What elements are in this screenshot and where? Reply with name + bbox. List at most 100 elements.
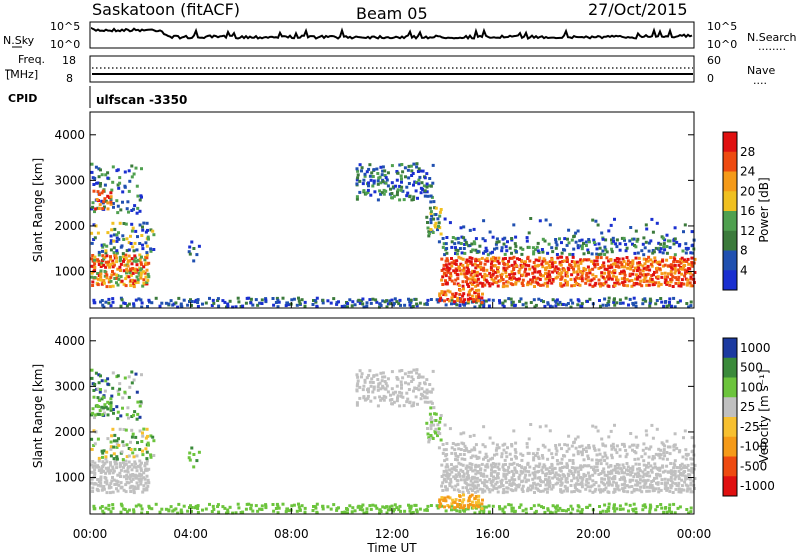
- echo-cell: [593, 265, 597, 269]
- echo-cell: [116, 389, 120, 393]
- echo-cell: [98, 203, 102, 207]
- echo-cell: [122, 301, 126, 305]
- echo-cell: [101, 249, 104, 253]
- echo-cell: [441, 245, 445, 249]
- echo-cell: [548, 304, 552, 308]
- echo-cell: [552, 467, 555, 471]
- echo-cell: [483, 278, 487, 282]
- echo-cell: [565, 270, 569, 274]
- echo-cell: [109, 239, 113, 243]
- echo-cell: [580, 238, 584, 242]
- echo-cell: [128, 179, 132, 183]
- echo-cell: [142, 221, 146, 225]
- echo-cell: [91, 254, 95, 257]
- echo-cell: [395, 170, 399, 173]
- echo-cell: [169, 299, 173, 303]
- echo-cell: [100, 299, 104, 302]
- echo-cell: [642, 472, 646, 476]
- site-title: Saskatoon (fitACF): [92, 0, 240, 19]
- echo-cell: [574, 231, 578, 235]
- echo-cell: [642, 253, 646, 257]
- echo-cell: [119, 208, 123, 212]
- echo-cell: [648, 485, 652, 489]
- echo-cell: [668, 303, 671, 307]
- echo-cell: [463, 238, 467, 242]
- echo-cell: [452, 269, 456, 273]
- echo-cell: [649, 468, 653, 472]
- echo-cell: [100, 449, 104, 453]
- echo-cell: [604, 486, 608, 490]
- echo-cell: [551, 279, 555, 283]
- echo-cell: [537, 259, 541, 263]
- echo-cell: [465, 265, 469, 269]
- echo-cell: [423, 382, 427, 386]
- echo-cell: [404, 175, 407, 179]
- echo-cell: [93, 468, 97, 472]
- echo-cell: [572, 490, 576, 493]
- echo-cell: [591, 424, 595, 428]
- echo-cell: [546, 457, 550, 461]
- echo-cell: [457, 471, 461, 475]
- echo-cell: [129, 267, 133, 271]
- echo-cell: [648, 304, 652, 308]
- echo-cell: [648, 510, 652, 514]
- echo-cell: [128, 271, 132, 275]
- echo-cell: [368, 174, 372, 178]
- echo-cell: [443, 290, 447, 294]
- echo-cell: [329, 507, 333, 511]
- echo-cell: [565, 476, 569, 480]
- echo-cell: [560, 490, 564, 494]
- echo-cell: [412, 368, 416, 372]
- echo-cell: [445, 487, 449, 491]
- echo-cell: [677, 263, 681, 267]
- echo-cell: [124, 256, 128, 260]
- echo-cell: [454, 452, 457, 456]
- echo-cell: [588, 271, 592, 275]
- echo-cell: [625, 452, 629, 456]
- echo-cell: [514, 456, 518, 460]
- echo-cell: [195, 459, 199, 463]
- echo-cell: [474, 490, 478, 494]
- echo-cell: [134, 435, 138, 439]
- echo-cell: [624, 448, 628, 452]
- echo-cell: [491, 456, 494, 460]
- echo-cell: [607, 480, 611, 484]
- echo-cell: [388, 508, 392, 512]
- echo-cell: [434, 221, 438, 225]
- echo-cell: [436, 434, 439, 438]
- echo-cell: [346, 508, 350, 512]
- echo-cell: [96, 489, 100, 493]
- echo-cell: [133, 241, 137, 245]
- echo-cell: [621, 281, 625, 285]
- echo-cell: [311, 303, 315, 306]
- echo-cell: [392, 507, 396, 511]
- echo-cell: [448, 472, 452, 476]
- echo-cell: [454, 237, 458, 241]
- echo-cell: [361, 508, 365, 512]
- echo-cell: [146, 235, 150, 239]
- echo-cell: [101, 395, 105, 399]
- echo-cell: [104, 506, 108, 510]
- echo-cell: [134, 259, 138, 263]
- echo-cell: [482, 251, 485, 255]
- echo-cell: [613, 283, 617, 287]
- echo-cell: [546, 507, 550, 511]
- echo-cell: [656, 482, 660, 486]
- echo-cell: [471, 482, 475, 486]
- echo-cell: [346, 511, 349, 515]
- echo-cell: [607, 435, 611, 439]
- echo-cell: [135, 390, 139, 394]
- echo-cell: [531, 471, 535, 475]
- echo-cell: [652, 479, 655, 483]
- echo-cell: [619, 261, 623, 265]
- echo-cell: [399, 188, 403, 192]
- echo-cell: [494, 476, 498, 480]
- echo-cell: [356, 379, 360, 383]
- echo-cell: [663, 238, 667, 242]
- echo-cell: [115, 256, 119, 260]
- echo-cell: [436, 423, 440, 427]
- echo-cell: [141, 449, 144, 453]
- echo-cell: [496, 266, 500, 270]
- echo-cell: [607, 272, 611, 276]
- echo-cell: [678, 243, 682, 247]
